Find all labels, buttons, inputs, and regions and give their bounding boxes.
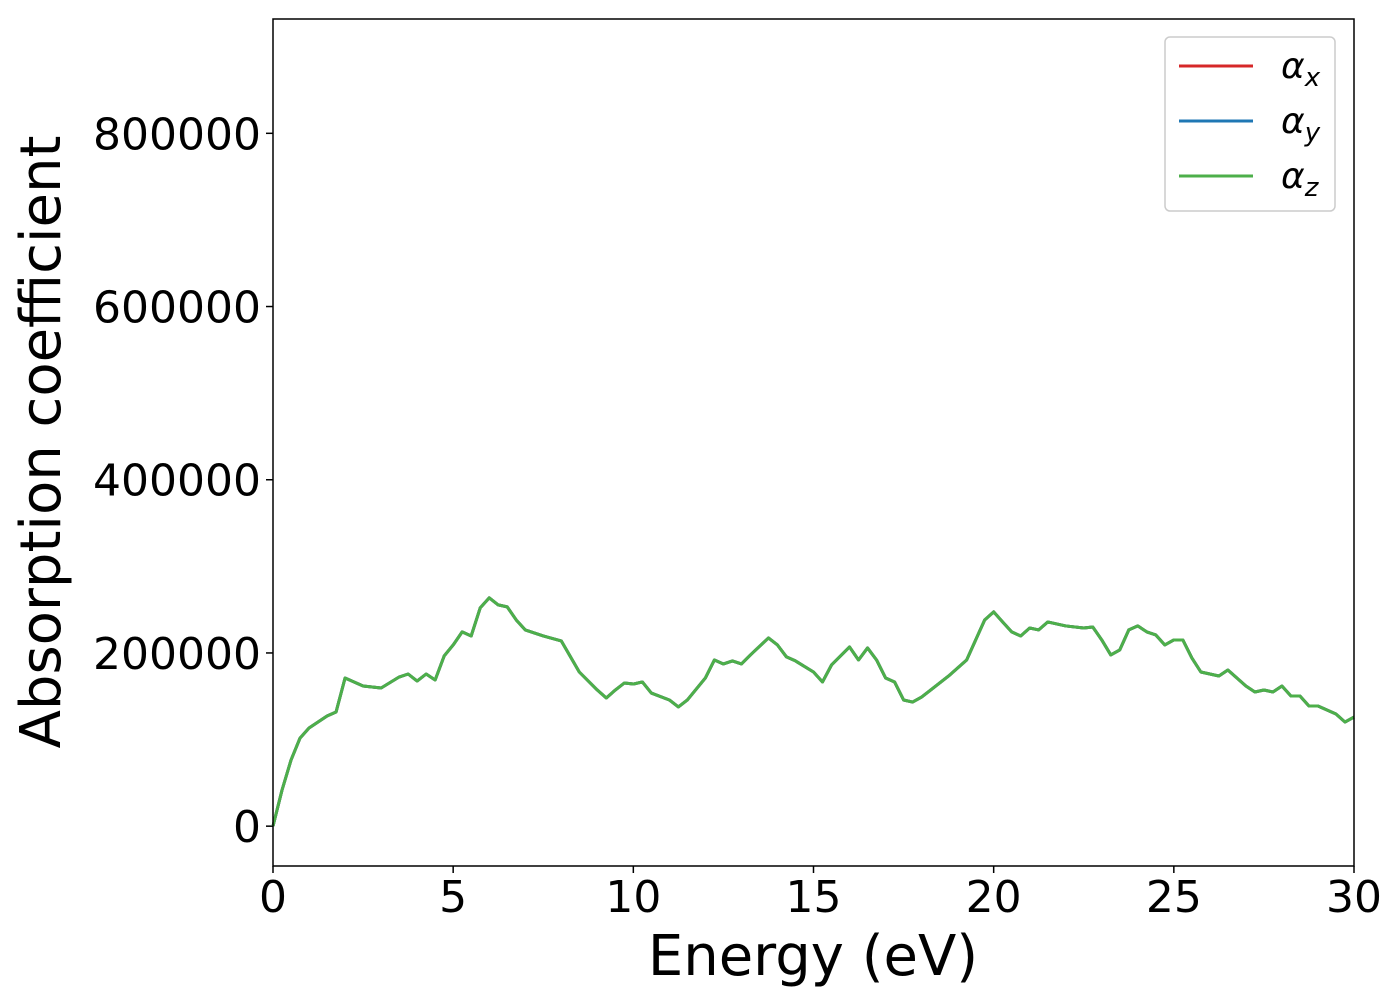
- x-tick-label: 25: [1146, 872, 1202, 923]
- x-tick-label: 30: [1326, 872, 1382, 923]
- y-tick-label: 600000: [93, 283, 261, 334]
- legend-label: αy: [1281, 101, 1321, 148]
- legend-label: αz: [1281, 156, 1320, 203]
- x-tick-label: 15: [786, 872, 842, 923]
- legend: αx αy αz: [1164, 36, 1336, 212]
- y-tick-label: 400000: [93, 456, 261, 507]
- x-axis-label: Energy (eV): [648, 924, 978, 989]
- y-axis-label: Absorption coefficient: [9, 136, 74, 749]
- x-tick-label: 0: [259, 872, 287, 923]
- plot-frame: [272, 18, 1355, 867]
- legend-box: [1164, 36, 1336, 212]
- x-tick-label: 10: [605, 872, 661, 923]
- y-tick-label: 800000: [93, 109, 261, 160]
- legend-label: αx: [1281, 46, 1321, 93]
- x-tick-label: 20: [966, 872, 1022, 923]
- series-line: [271, 596, 1355, 827]
- x-tick-label: 5: [439, 872, 467, 923]
- y-tick-label: 200000: [93, 629, 261, 680]
- y-tick-label: 0: [233, 802, 261, 853]
